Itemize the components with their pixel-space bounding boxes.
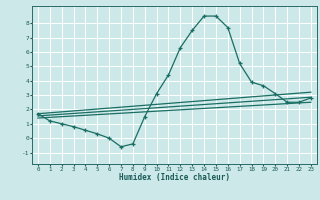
X-axis label: Humidex (Indice chaleur): Humidex (Indice chaleur) [119,173,230,182]
